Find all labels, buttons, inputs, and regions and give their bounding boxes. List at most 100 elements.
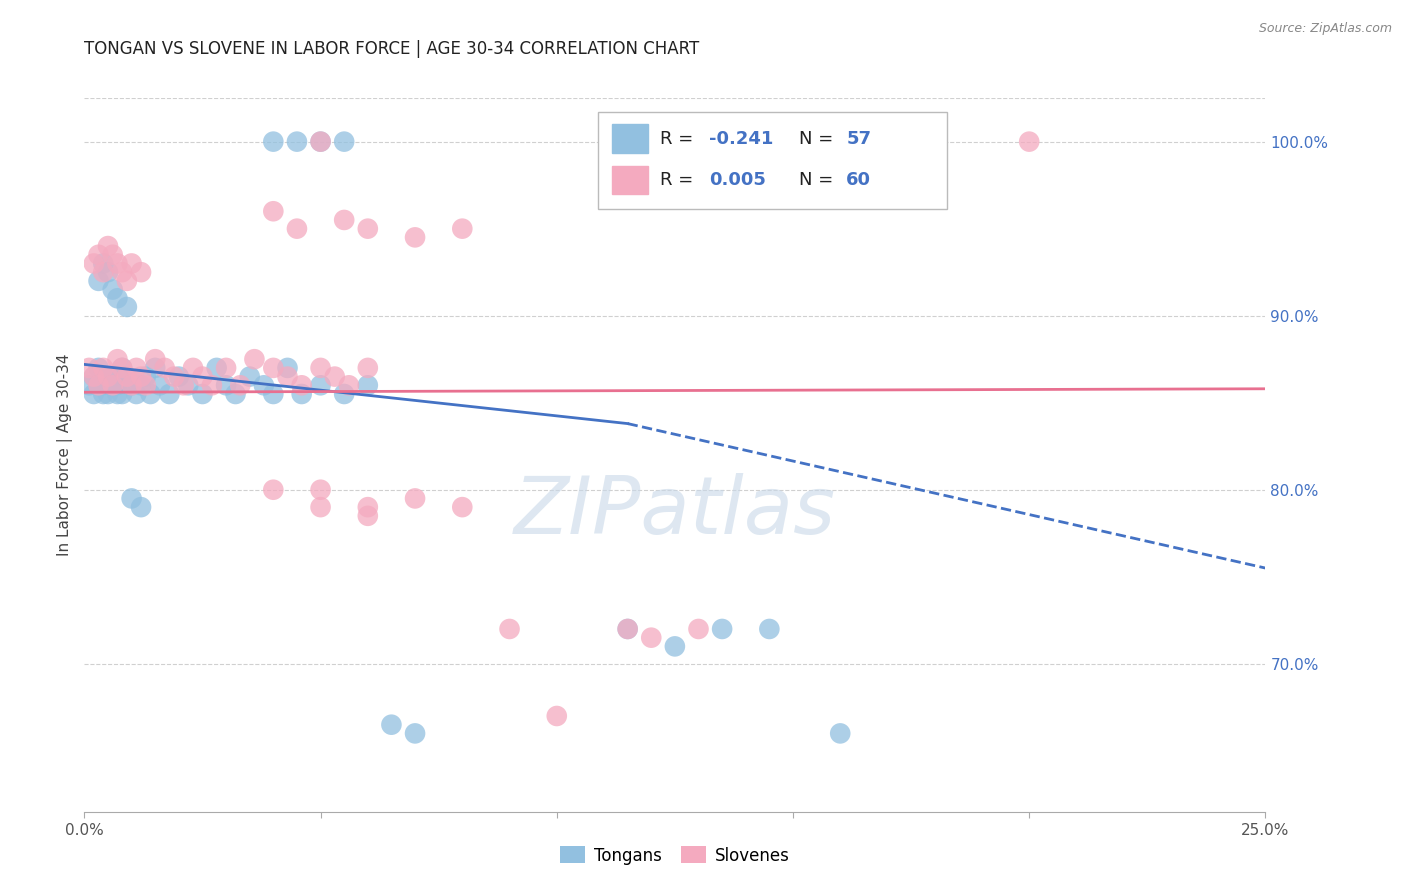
Text: 60: 60	[846, 171, 872, 189]
Point	[101, 369, 124, 384]
Point	[181, 360, 204, 375]
Point	[107, 378, 129, 392]
Point	[616, 622, 638, 636]
Text: 57: 57	[846, 129, 872, 147]
Point	[201, 378, 224, 392]
Point	[107, 352, 129, 367]
Point	[107, 291, 129, 305]
Point	[191, 369, 214, 384]
Point	[77, 378, 100, 392]
Point	[135, 378, 157, 392]
Point	[309, 483, 332, 497]
Point	[111, 265, 134, 279]
Point	[309, 360, 332, 375]
Point	[309, 135, 332, 149]
Point	[262, 387, 284, 401]
Text: ZIPatlas: ZIPatlas	[513, 473, 837, 551]
Point	[191, 387, 214, 401]
Point	[664, 640, 686, 654]
Point	[143, 360, 166, 375]
Point	[121, 491, 143, 506]
Point	[157, 387, 180, 401]
Point	[135, 369, 157, 384]
Point	[205, 360, 228, 375]
Point	[101, 283, 124, 297]
Point	[97, 369, 120, 384]
Point	[333, 387, 356, 401]
Point	[357, 221, 380, 235]
Point	[309, 378, 332, 392]
Point	[229, 378, 252, 392]
Point	[87, 274, 110, 288]
Point	[243, 352, 266, 367]
Bar	[612, 166, 648, 194]
Point	[153, 360, 176, 375]
Text: -0.241: -0.241	[709, 129, 773, 147]
Point	[83, 369, 105, 384]
Point	[285, 221, 308, 235]
Point	[337, 378, 360, 392]
Point	[97, 387, 120, 401]
Point	[163, 369, 186, 384]
Point	[91, 378, 114, 392]
Point	[688, 622, 710, 636]
Point	[640, 631, 662, 645]
Point	[333, 135, 356, 149]
Point	[111, 387, 134, 401]
Point	[125, 387, 148, 401]
Point	[177, 378, 200, 392]
Text: 0.005: 0.005	[709, 171, 766, 189]
Point	[276, 360, 298, 375]
Point	[87, 378, 110, 392]
Point	[404, 230, 426, 244]
Point	[215, 378, 238, 392]
Point	[121, 378, 143, 392]
Point	[711, 622, 734, 636]
Point	[101, 378, 124, 392]
Point	[262, 204, 284, 219]
Text: TONGAN VS SLOVENE IN LABOR FORCE | AGE 30-34 CORRELATION CHART: TONGAN VS SLOVENE IN LABOR FORCE | AGE 3…	[84, 40, 700, 58]
Point	[309, 135, 332, 149]
Point	[129, 500, 152, 515]
Point	[97, 239, 120, 253]
Point	[357, 378, 380, 392]
Text: N =: N =	[799, 129, 839, 147]
Point	[404, 491, 426, 506]
Point	[215, 360, 238, 375]
Point	[87, 378, 110, 392]
Point	[143, 352, 166, 367]
Point	[91, 360, 114, 375]
Point	[498, 622, 520, 636]
Point	[111, 360, 134, 375]
Text: Source: ZipAtlas.com: Source: ZipAtlas.com	[1258, 22, 1392, 36]
Point	[87, 248, 110, 262]
Point	[285, 135, 308, 149]
Point	[121, 378, 143, 392]
Point	[262, 135, 284, 149]
FancyBboxPatch shape	[598, 112, 946, 209]
Point	[546, 709, 568, 723]
Point	[451, 500, 474, 515]
Point	[83, 369, 105, 384]
Text: N =: N =	[799, 171, 839, 189]
Point	[101, 248, 124, 262]
Point	[167, 369, 190, 384]
Point	[101, 378, 124, 392]
Text: R =: R =	[659, 129, 699, 147]
Point	[77, 360, 100, 375]
Point	[83, 387, 105, 401]
Point	[262, 483, 284, 497]
Point	[291, 387, 314, 401]
Point	[309, 500, 332, 515]
Point	[291, 378, 314, 392]
Point	[139, 387, 162, 401]
Point	[115, 369, 138, 384]
Point	[404, 726, 426, 740]
Legend: Tongans, Slovenes: Tongans, Slovenes	[554, 839, 796, 871]
Point	[115, 274, 138, 288]
Point	[451, 221, 474, 235]
Point	[357, 500, 380, 515]
Point	[276, 369, 298, 384]
Point	[115, 369, 138, 384]
Point	[357, 508, 380, 523]
